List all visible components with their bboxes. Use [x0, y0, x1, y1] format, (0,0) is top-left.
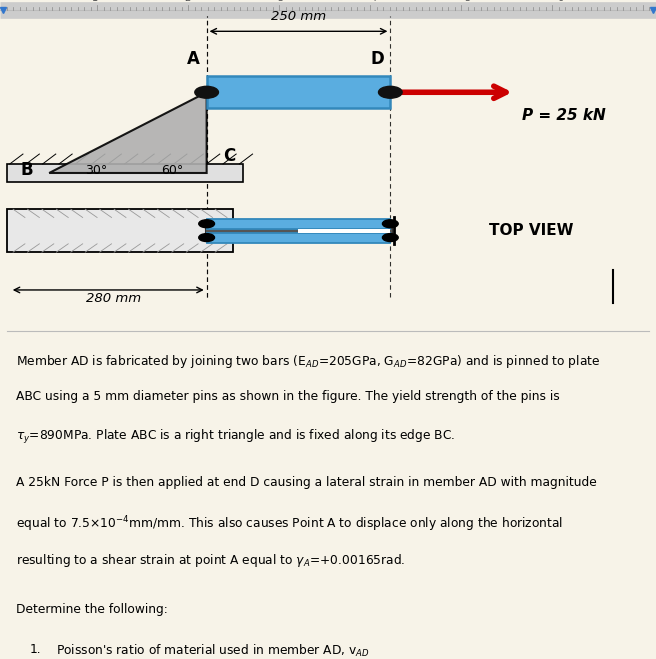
Text: 60°: 60° [161, 164, 183, 177]
Circle shape [379, 86, 402, 98]
Text: Determine the following:: Determine the following: [16, 603, 168, 616]
Text: ABC using a 5 mm diameter pins as shown in the figure. The yield strength of the: ABC using a 5 mm diameter pins as shown … [16, 390, 560, 403]
Text: 30°: 30° [85, 164, 108, 177]
Text: resulting to a shear strain at point A equal to $\gamma_A$=+0.00165rad.: resulting to a shear strain at point A e… [16, 552, 406, 569]
Text: 4: 4 [371, 0, 377, 3]
Text: C: C [223, 147, 236, 165]
Circle shape [382, 220, 398, 228]
Bar [207, 233, 390, 243]
Text: A 25kN Force P is then applied at end D causing a lateral strain in member AD wi: A 25kN Force P is then applied at end D … [16, 476, 597, 489]
Text: B: B [20, 161, 33, 179]
Text: TOP VIEW: TOP VIEW [489, 223, 573, 238]
Text: Poisson's ratio of material used in member AD, v$_{AD}$: Poisson's ratio of material used in memb… [56, 643, 369, 658]
Text: P = 25 kN: P = 25 kN [522, 108, 605, 123]
Text: 6: 6 [558, 0, 564, 3]
Text: 3: 3 [277, 0, 284, 3]
Text: Member AD is fabricated by joining two bars (E$_{AD}$=205GPa, G$_{AD}$=82GPa) an: Member AD is fabricated by joining two b… [16, 353, 601, 370]
Text: 1.: 1. [30, 643, 41, 656]
Circle shape [382, 233, 398, 242]
Text: 280 mm: 280 mm [85, 291, 141, 304]
Text: A: A [187, 49, 200, 68]
Polygon shape [49, 92, 207, 173]
Text: 250 mm: 250 mm [271, 10, 326, 23]
Text: D: D [370, 49, 384, 68]
Bar [7, 164, 243, 182]
Bar [205, 227, 392, 234]
Bar [207, 76, 390, 108]
Text: 5: 5 [464, 0, 471, 3]
Text: 1: 1 [92, 0, 98, 3]
Bar [207, 219, 390, 229]
Text: equal to 7.5$\times$10$^{-4}$mm/mm. This also causes Point A to displace only al: equal to 7.5$\times$10$^{-4}$mm/mm. This… [16, 514, 564, 534]
Circle shape [199, 233, 215, 242]
Bar [298, 229, 390, 233]
Circle shape [199, 220, 215, 228]
Bar [7, 210, 233, 252]
Text: $\tau_y$=890MPa. Plate ABC is a right triangle and is fixed along its edge BC.: $\tau_y$=890MPa. Plate ABC is a right tr… [16, 428, 456, 446]
Circle shape [195, 86, 218, 98]
Text: 2: 2 [184, 0, 190, 3]
